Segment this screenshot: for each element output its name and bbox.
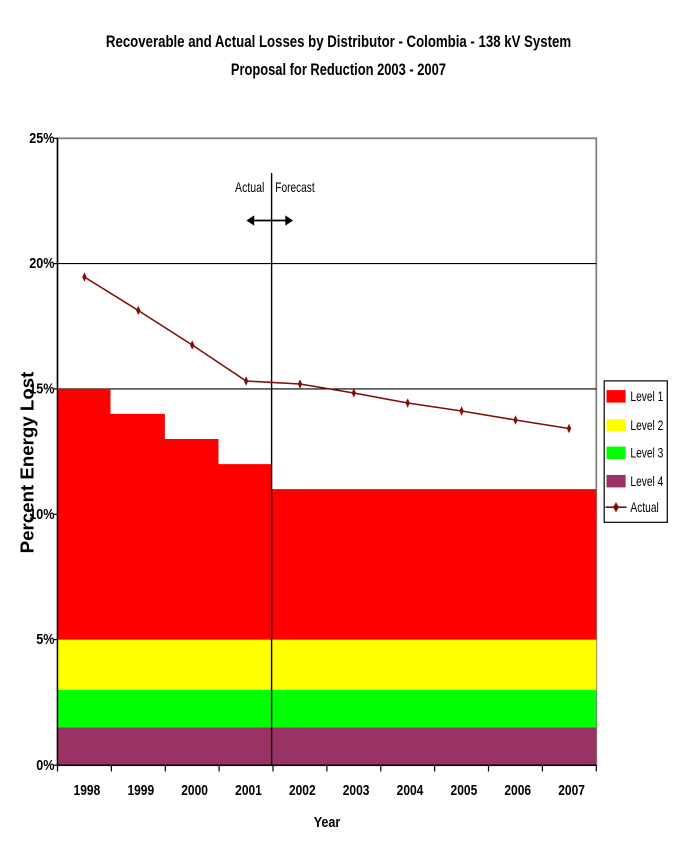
svg-text:Level 1: Level 1 <box>630 389 663 405</box>
svg-text:Actual: Actual <box>630 500 658 516</box>
svg-text:2006: 2006 <box>504 782 531 799</box>
svg-text:Actual: Actual <box>235 180 264 196</box>
svg-text:Proposal for Reduction 2003 -: Proposal for Reduction 2003 - 2007 <box>231 60 446 79</box>
svg-text:10%: 10% <box>29 505 54 522</box>
svg-text:2001: 2001 <box>235 782 262 799</box>
svg-text:1998: 1998 <box>74 782 101 799</box>
svg-text:20%: 20% <box>29 254 54 271</box>
svg-text:5%: 5% <box>36 630 54 647</box>
svg-text:Forecast: Forecast <box>275 179 315 195</box>
svg-text:25%: 25% <box>29 129 54 146</box>
svg-text:1999: 1999 <box>127 782 154 799</box>
svg-text:15%: 15% <box>29 379 54 396</box>
svg-text:Level 4: Level 4 <box>630 473 663 489</box>
svg-text:2002: 2002 <box>289 782 316 799</box>
svg-text:Year: Year <box>314 813 341 830</box>
svg-text:2005: 2005 <box>451 782 478 799</box>
svg-text:0%: 0% <box>36 756 54 773</box>
svg-text:2000: 2000 <box>181 782 208 799</box>
svg-text:2003: 2003 <box>343 782 370 799</box>
svg-text:Level 2: Level 2 <box>630 418 663 434</box>
svg-text:Recoverable and Actual Losses: Recoverable and Actual Losses by Distrib… <box>106 33 571 52</box>
svg-text:Percent Energy Lost: Percent Energy Lost <box>17 372 38 554</box>
svg-text:2007: 2007 <box>558 782 585 799</box>
svg-text:2004: 2004 <box>397 782 424 799</box>
svg-text:Level 3: Level 3 <box>630 445 663 461</box>
